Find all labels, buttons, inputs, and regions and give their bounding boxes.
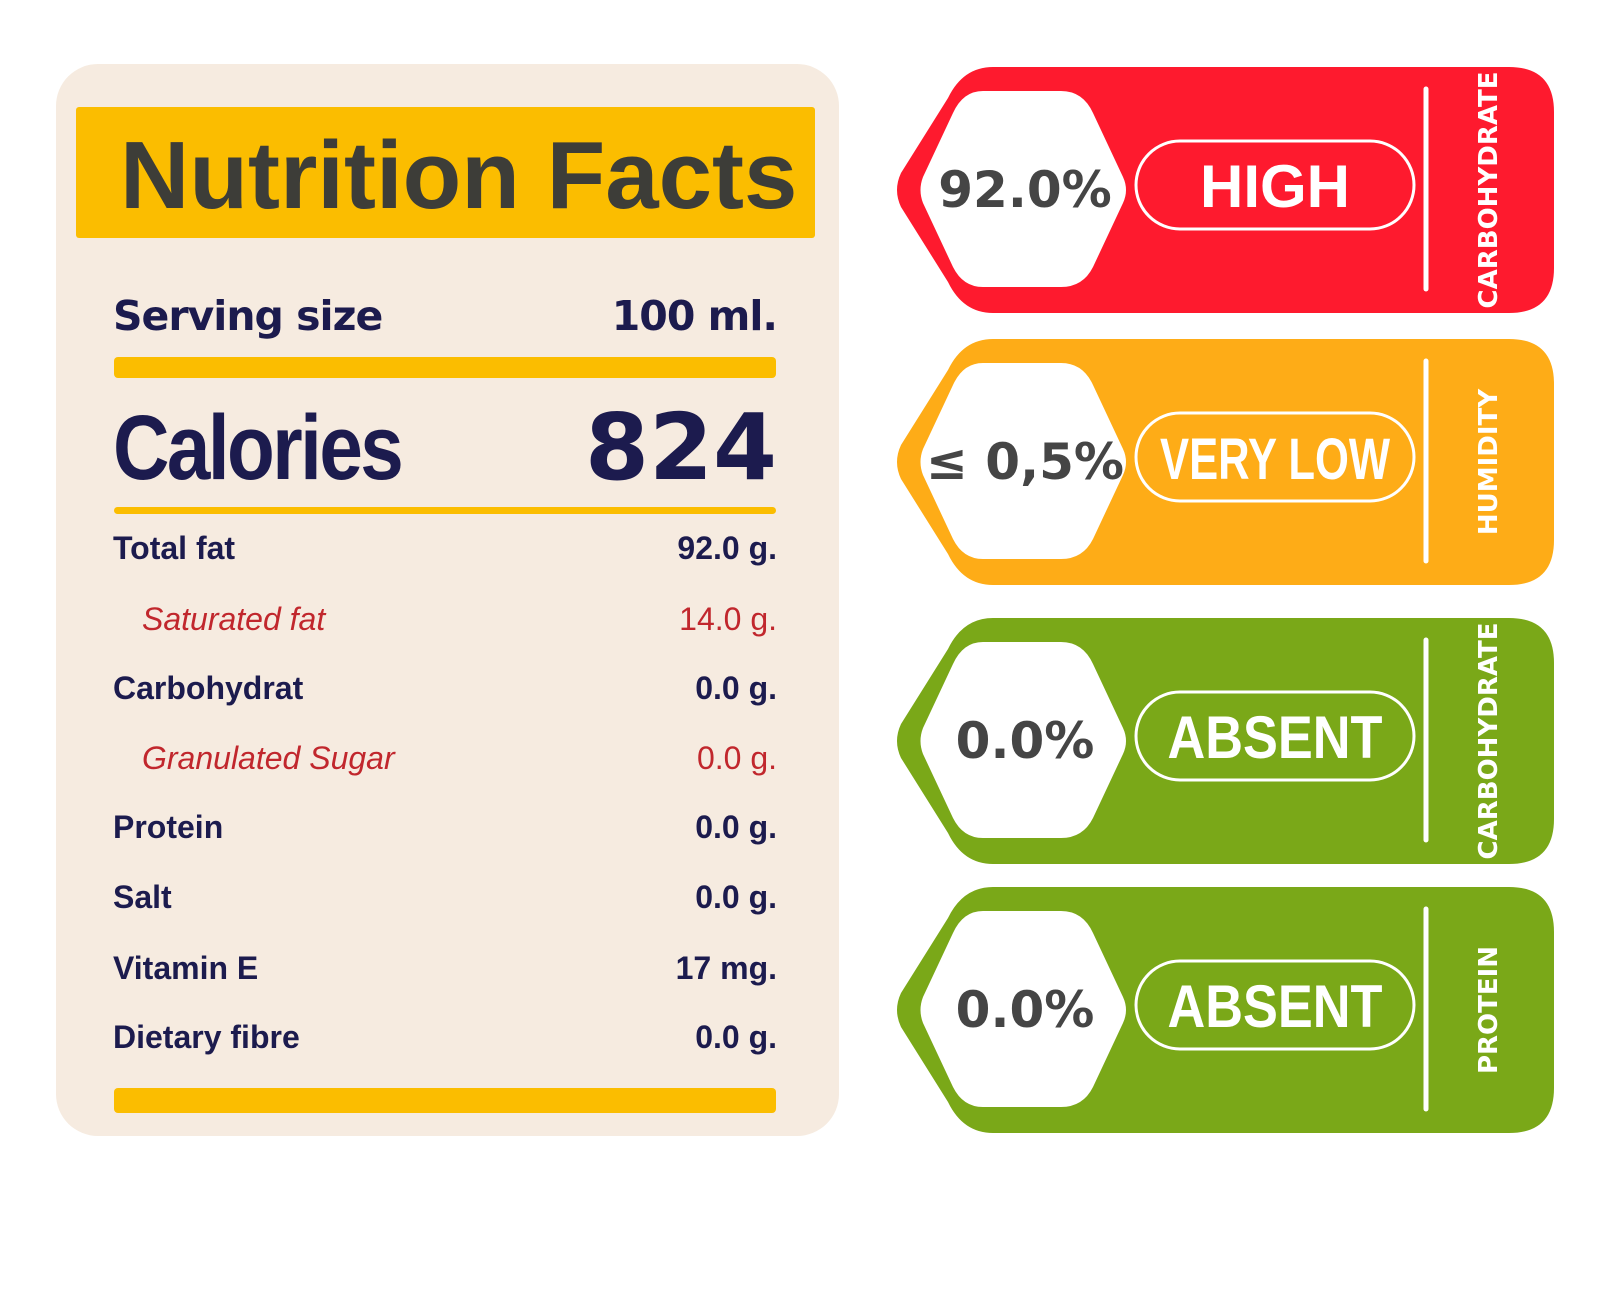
nutrient-value: 14.0 g.: [679, 601, 777, 637]
calories-label: Calories: [113, 397, 404, 499]
nutrient-value: 0.0 g.: [695, 670, 777, 706]
nutrient-name: Dietary fibre: [113, 1019, 300, 1055]
hexagon-badge: [920, 911, 1126, 1107]
nutrient-level-label: ≤ 0,5% VERY LOW HUMIDITY: [893, 339, 1554, 585]
nutrient-row: Carbohydrat 0.0 g.: [113, 670, 777, 707]
nutrient-name-vertical: CARBOHYDRATE: [1474, 72, 1504, 309]
level-pill: [1134, 139, 1416, 231]
title-banner: Nutrition Facts: [76, 107, 815, 238]
percent-value: ≤ 0,5%: [926, 433, 1124, 491]
nutrient-name-vertical: CARBOHYDRATE: [1474, 623, 1504, 860]
serving-size-label: Serving size: [113, 292, 383, 340]
nutrient-name: Granulated Sugar: [142, 740, 395, 776]
nutrient-level-label: 92.0% HIGH CARBOHYDRATE: [893, 67, 1554, 313]
divider-bar: [114, 507, 776, 514]
nutrient-row: Salt 0.0 g.: [113, 879, 777, 916]
nutrient-value: 0.0 g.: [695, 1019, 777, 1055]
nutrient-name-vertical: PROTEIN: [1474, 946, 1504, 1074]
page-title: Nutrition Facts: [120, 122, 798, 229]
serving-size-value: 100 ml.: [611, 292, 778, 340]
nutrient-name: Protein: [113, 809, 224, 845]
nutrient-name-vertical: HUMIDITY: [1474, 388, 1504, 535]
nutrient-row: Dietary fibre 0.0 g.: [113, 1019, 777, 1056]
nutrient-row: Vitamin E 17 mg.: [113, 950, 777, 987]
level-pill: [1134, 959, 1416, 1051]
nutrient-row: Protein 0.0 g.: [113, 809, 777, 846]
level-pill: [1134, 690, 1416, 782]
level-text: ABSENT: [1168, 704, 1383, 771]
nutrient-row: Saturated fat 14.0 g.: [113, 601, 777, 638]
calories-value: 824: [584, 394, 777, 501]
nutrient-name: Carbohydrat: [113, 670, 304, 706]
percent-value: 0.0%: [956, 712, 1095, 770]
nutrient-value: 0.0 g.: [696, 740, 777, 776]
nutrient-value: 92.0 g.: [677, 530, 777, 566]
level-text: VERY LOW: [1160, 427, 1390, 492]
nutrient-name: Saturated fat: [142, 601, 326, 637]
nutrient-level-label: 0.0% ABSENT CARBOHYDRATE: [893, 618, 1554, 864]
nutrient-value: 0.0 g.: [695, 809, 777, 845]
level-text: HIGH: [1200, 153, 1350, 220]
hexagon-badge: [920, 91, 1126, 287]
divider-bar: [114, 357, 776, 378]
hexagon-badge: [920, 642, 1126, 838]
percent-value: 0.0%: [956, 981, 1095, 1039]
serving-size-row: Serving size 100 ml.: [113, 292, 778, 340]
percent-value: 92.0%: [938, 161, 1111, 219]
nutrient-name: Vitamin E: [113, 950, 259, 986]
hexagon-badge: [920, 363, 1126, 559]
calories-row: Calories 824: [113, 394, 777, 501]
divider-bar: [114, 1088, 776, 1113]
nutrient-name: Total fat: [113, 530, 236, 566]
nutrient-row: Total fat 92.0 g.: [113, 530, 777, 567]
nutrient-row: Granulated Sugar 0.0 g.: [113, 740, 777, 777]
nutrient-name: Salt: [113, 879, 172, 915]
level-text: ABSENT: [1168, 973, 1383, 1040]
nutrient-value: 0.0 g.: [695, 879, 777, 915]
nutrition-facts-panel: Nutrition Facts Serving size 100 ml. Cal…: [56, 64, 839, 1136]
nutrient-value: 17 mg.: [675, 950, 777, 986]
nutrient-level-label: 0.0% ABSENT PROTEIN: [893, 887, 1554, 1133]
level-pill: [1134, 411, 1416, 503]
